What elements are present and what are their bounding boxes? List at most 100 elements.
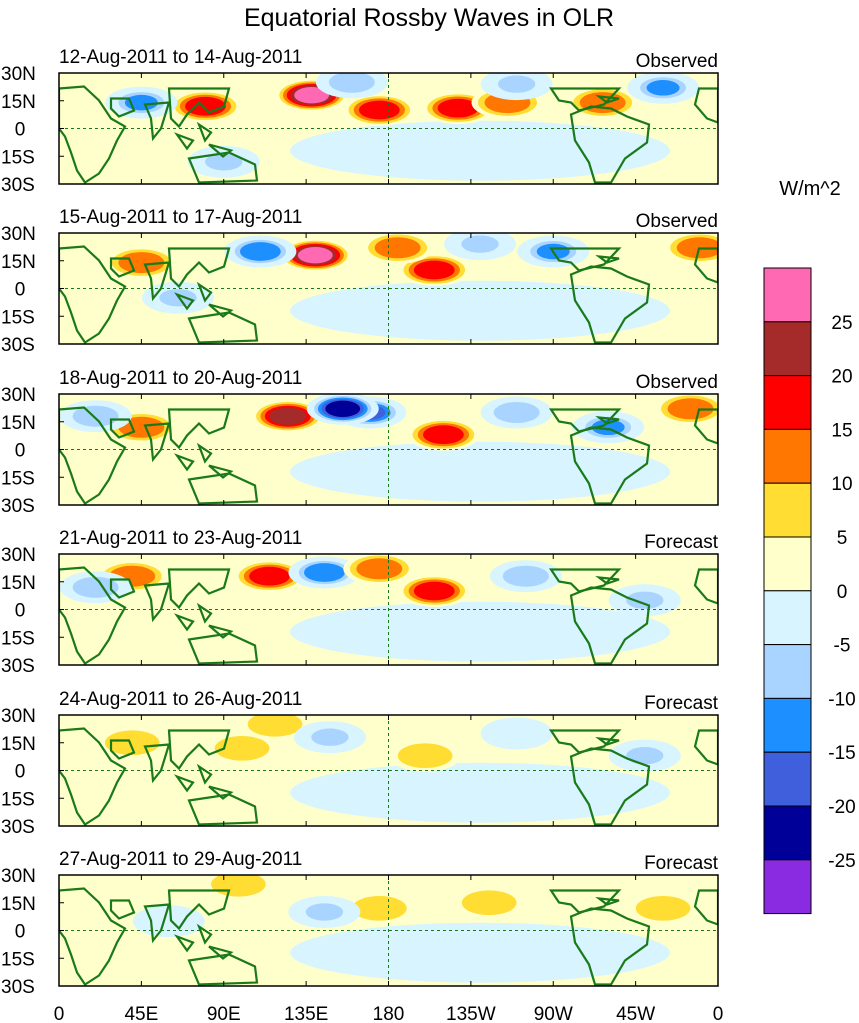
y-tick-label: 0 — [15, 601, 26, 622]
colorbar-label: 15 — [831, 420, 852, 441]
colorbar-label: -20 — [828, 797, 855, 818]
y-tick-label: 0 — [15, 120, 26, 141]
colorbar-label: -5 — [834, 636, 851, 657]
y-tick-label: 15N — [1, 734, 36, 755]
anomaly-contour — [644, 899, 682, 917]
map-panel: 15-Aug-2011 to 17-Aug-2011 Observed 30N 15N… — [1, 207, 719, 356]
anomaly-contour — [301, 248, 329, 262]
y-tick-label: 30N — [1, 706, 36, 727]
anomaly-contour — [335, 74, 369, 90]
anomaly-contour — [470, 894, 508, 912]
anomaly-contour — [497, 75, 536, 93]
y-tick-label: 15S — [1, 628, 35, 649]
anomaly-contour — [362, 561, 396, 577]
anomaly-band — [290, 120, 671, 181]
y-tick-label: 15S — [1, 468, 35, 489]
colorbar-swatch — [763, 375, 812, 430]
y-tick-label: 30N — [1, 866, 36, 887]
y-tick-label: 0 — [15, 762, 26, 783]
colorbar-swatch — [763, 428, 812, 484]
colorbar-swatch — [763, 590, 812, 646]
anomaly-contour — [406, 747, 444, 765]
colorbar-label: 10 — [831, 474, 852, 495]
anomaly-contour — [500, 404, 534, 421]
anomaly-contour — [219, 875, 258, 893]
anomaly-contour — [273, 409, 303, 424]
panel-status-label: Observed — [636, 372, 718, 393]
y-tick-label: 15N — [1, 894, 36, 915]
y-tick-label: 15N — [1, 573, 36, 594]
anomaly-contour — [509, 568, 543, 584]
anomaly-contour — [297, 88, 326, 102]
colorbar-label: -25 — [828, 851, 855, 872]
anomaly-contour — [360, 899, 399, 917]
anomaly-contour — [646, 80, 680, 96]
anomaly-contour — [502, 136, 549, 158]
map-panel: 18-Aug-2011 to 20-Aug-2011 Observed 30N 15N… — [1, 368, 719, 517]
y-tick-label: 15N — [1, 252, 36, 273]
x-tick-label: 45E — [124, 1004, 158, 1023]
y-tick-label: 15N — [1, 92, 36, 113]
anomaly-contour — [245, 244, 276, 259]
anomaly-band — [290, 762, 671, 823]
y-tick-label: 30S — [1, 817, 35, 838]
x-tick-label: 180 — [373, 1004, 405, 1023]
anomaly-contour — [428, 427, 459, 442]
anomaly-contour — [150, 912, 188, 930]
panel-status-label: Forecast — [644, 532, 719, 553]
colorbar-label: 5 — [837, 528, 848, 549]
anomaly-contour — [626, 591, 664, 609]
x-tick-label: 90W — [534, 1004, 573, 1023]
colorbar-swatch — [763, 644, 812, 699]
x-tick-label: 90E — [207, 1004, 241, 1023]
colorbar-swatch — [763, 859, 812, 915]
anomaly-contour — [223, 739, 261, 757]
x-tick-label: 0 — [713, 1004, 724, 1023]
anomaly-contour — [79, 408, 113, 424]
anomaly-contour — [626, 747, 664, 765]
panel-status-label: Forecast — [644, 853, 719, 874]
anomaly-contour — [530, 292, 577, 314]
y-tick-label: 15S — [1, 147, 35, 168]
anomaly-contour — [79, 579, 113, 596]
anomaly-band — [290, 280, 671, 341]
anomaly-contour — [364, 102, 395, 118]
anomaly-band — [290, 601, 671, 662]
anomaly-band — [290, 922, 671, 983]
colorbar-label: 20 — [831, 367, 852, 388]
panel-date-label: 21-Aug-2011 to 23-Aug-2011 — [59, 528, 302, 549]
y-tick-label: 15S — [1, 949, 35, 970]
colorbar-label: -15 — [828, 743, 855, 764]
x-tick-label: 0 — [54, 1004, 65, 1023]
colorbar-label: 0 — [837, 582, 848, 603]
anomaly-contour — [419, 583, 450, 599]
chart-title: Equatorial Rossby Waves in OLR — [244, 4, 614, 32]
y-tick-label: 30S — [1, 656, 35, 677]
colorbar-label: -10 — [828, 689, 855, 710]
panel-date-label: 12-Aug-2011 to 14-Aug-2011 — [59, 47, 302, 68]
anomaly-contour — [442, 100, 474, 116]
colorbar-swatch — [763, 697, 812, 753]
panel-date-label: 24-Aug-2011 to 26-Aug-2011 — [59, 689, 302, 710]
anomaly-contour — [419, 262, 450, 278]
y-tick-label: 30S — [1, 977, 35, 998]
colorbar-swatch — [763, 751, 812, 807]
anomaly-contour — [256, 715, 294, 733]
anomaly-contour — [113, 734, 151, 752]
anomaly-contour — [254, 569, 285, 584]
map-panel: 21-Aug-2011 to 23-Aug-2011 Forecast 30N 15N… — [1, 528, 719, 677]
panel-status-label: Forecast — [644, 693, 719, 714]
y-tick-label: 30N — [1, 224, 36, 245]
y-tick-label: 30S — [1, 335, 35, 356]
anomaly-contour — [381, 240, 415, 256]
panel-date-label: 18-Aug-2011 to 20-Aug-2011 — [59, 368, 302, 389]
panel-date-label: 27-Aug-2011 to 29-Aug-2011 — [59, 849, 302, 870]
colorbar-label: 25 — [831, 313, 852, 334]
map-panel: 12-Aug-2011 to 14-Aug-2011 Observed 30N 15N… — [1, 47, 719, 196]
anomaly-contour — [329, 402, 357, 416]
y-tick-label: 0 — [15, 280, 26, 301]
colorbar-swatch — [763, 536, 812, 592]
anomaly-contour — [309, 565, 340, 580]
y-tick-label: 30N — [1, 385, 36, 406]
y-tick-label: 30S — [1, 175, 35, 196]
